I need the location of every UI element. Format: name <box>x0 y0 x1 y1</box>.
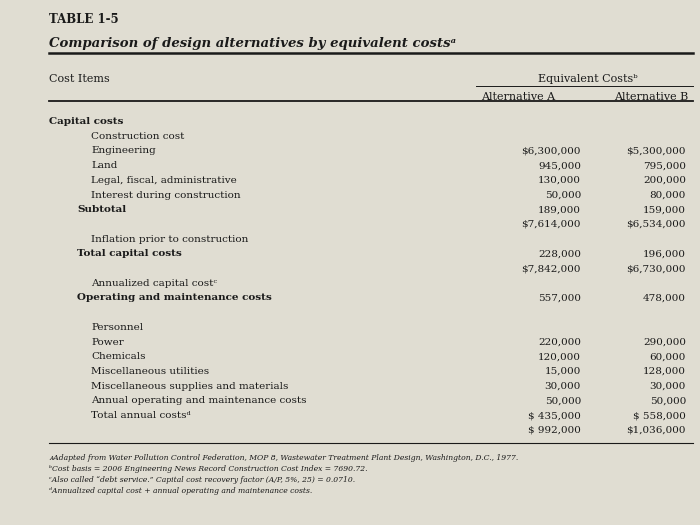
Text: Equivalent Costsᵇ: Equivalent Costsᵇ <box>538 74 638 84</box>
Text: Construction cost: Construction cost <box>91 132 184 141</box>
Text: ᴀAdapted from Water Pollution Control Federation, MOP 8, Wastewater Treatment Pl: ᴀAdapted from Water Pollution Control Fe… <box>49 454 518 462</box>
Text: 795,000: 795,000 <box>643 161 686 170</box>
Text: Operating and maintenance costs: Operating and maintenance costs <box>77 293 272 302</box>
Text: ᵇCost basis = 2006 Engineering News Record Construction Cost Index = 7690.72.: ᵇCost basis = 2006 Engineering News Reco… <box>49 465 368 473</box>
Text: Total capital costs: Total capital costs <box>77 249 182 258</box>
Text: Capital costs: Capital costs <box>49 117 123 126</box>
Text: 60,000: 60,000 <box>650 352 686 361</box>
Text: 30,000: 30,000 <box>650 382 686 391</box>
Text: $5,300,000: $5,300,000 <box>626 146 686 155</box>
Text: Chemicals: Chemicals <box>91 352 146 361</box>
Text: 159,000: 159,000 <box>643 205 686 214</box>
Text: Personnel: Personnel <box>91 323 143 332</box>
Text: Total annual costsᵈ: Total annual costsᵈ <box>91 411 190 420</box>
Text: ᵈAnnualized capital cost + annual operating and maintenance costs.: ᵈAnnualized capital cost + annual operat… <box>49 487 312 495</box>
Text: 128,000: 128,000 <box>643 367 686 376</box>
Text: 50,000: 50,000 <box>545 191 581 200</box>
Text: $ 558,000: $ 558,000 <box>633 411 686 420</box>
Text: $ 435,000: $ 435,000 <box>528 411 581 420</box>
Text: Land: Land <box>91 161 118 170</box>
Text: Alternative B: Alternative B <box>614 92 688 102</box>
Text: Interest during construction: Interest during construction <box>91 191 241 200</box>
Text: Legal, fiscal, administrative: Legal, fiscal, administrative <box>91 176 237 185</box>
Text: 120,000: 120,000 <box>538 352 581 361</box>
Text: 196,000: 196,000 <box>643 249 686 258</box>
Text: 15,000: 15,000 <box>545 367 581 376</box>
Text: 189,000: 189,000 <box>538 205 581 214</box>
Text: Inflation prior to construction: Inflation prior to construction <box>91 235 248 244</box>
Text: 30,000: 30,000 <box>545 382 581 391</box>
Text: 130,000: 130,000 <box>538 176 581 185</box>
Text: Annual operating and maintenance costs: Annual operating and maintenance costs <box>91 396 307 405</box>
Text: 220,000: 220,000 <box>538 338 581 346</box>
Text: Engineering: Engineering <box>91 146 155 155</box>
Text: 80,000: 80,000 <box>650 191 686 200</box>
Text: 50,000: 50,000 <box>545 396 581 405</box>
Text: $7,614,000: $7,614,000 <box>522 220 581 229</box>
Text: Cost Items: Cost Items <box>49 74 110 84</box>
Text: ᶜAlso called “debt service.” Capital cost recovery factor (A/P, 5%, 25) = 0.0710: ᶜAlso called “debt service.” Capital cos… <box>49 476 355 484</box>
Text: 557,000: 557,000 <box>538 293 581 302</box>
Text: 478,000: 478,000 <box>643 293 686 302</box>
Text: 945,000: 945,000 <box>538 161 581 170</box>
Text: TABLE 1-5: TABLE 1-5 <box>49 13 118 26</box>
Text: Power: Power <box>91 338 124 346</box>
Text: 290,000: 290,000 <box>643 338 686 346</box>
Text: $7,842,000: $7,842,000 <box>522 264 581 273</box>
Text: $1,036,000: $1,036,000 <box>626 426 686 435</box>
Text: Miscellaneous utilities: Miscellaneous utilities <box>91 367 209 376</box>
Text: Alternative A: Alternative A <box>481 92 555 102</box>
Text: 50,000: 50,000 <box>650 396 686 405</box>
Text: 200,000: 200,000 <box>643 176 686 185</box>
Text: Annualized capital costᶜ: Annualized capital costᶜ <box>91 279 217 288</box>
Text: Comparison of design alternatives by equivalent costsᵃ: Comparison of design alternatives by equ… <box>49 37 456 50</box>
Text: $6,534,000: $6,534,000 <box>626 220 686 229</box>
Text: $6,730,000: $6,730,000 <box>626 264 686 273</box>
Text: 228,000: 228,000 <box>538 249 581 258</box>
Text: Subtotal: Subtotal <box>77 205 126 214</box>
Text: Miscellaneous supplies and materials: Miscellaneous supplies and materials <box>91 382 288 391</box>
Text: $6,300,000: $6,300,000 <box>522 146 581 155</box>
Text: $ 992,000: $ 992,000 <box>528 426 581 435</box>
